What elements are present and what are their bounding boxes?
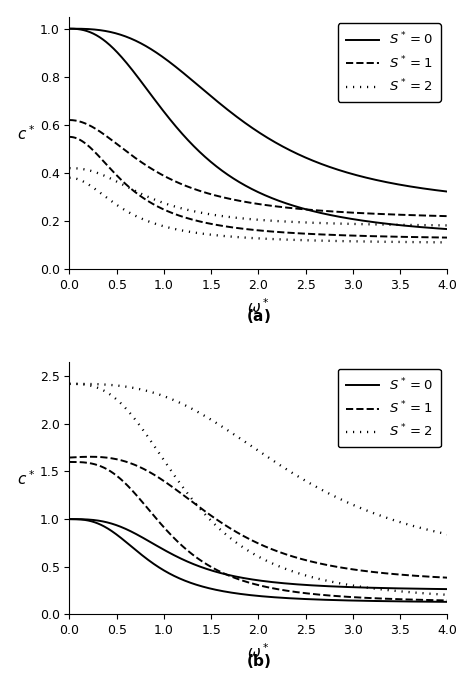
Y-axis label: $c^*$: $c^*$: [17, 124, 35, 143]
Y-axis label: $c^*$: $c^*$: [17, 469, 35, 488]
Text: $\mathbf{(a)}$: $\mathbf{(a)}$: [246, 307, 271, 325]
Legend: $S^* = 0$, $S^* = 1$, $S^* = 2$: $S^* = 0$, $S^* = 1$, $S^* = 2$: [338, 369, 441, 447]
Text: $\mathbf{(b)}$: $\mathbf{(b)}$: [246, 652, 271, 670]
Legend: $S^* = 0$, $S^* = 1$, $S^* = 2$: $S^* = 0$, $S^* = 1$, $S^* = 2$: [338, 23, 441, 102]
X-axis label: $\omega^*$: $\omega^*$: [247, 297, 270, 316]
X-axis label: $\omega^*$: $\omega^*$: [247, 643, 270, 661]
